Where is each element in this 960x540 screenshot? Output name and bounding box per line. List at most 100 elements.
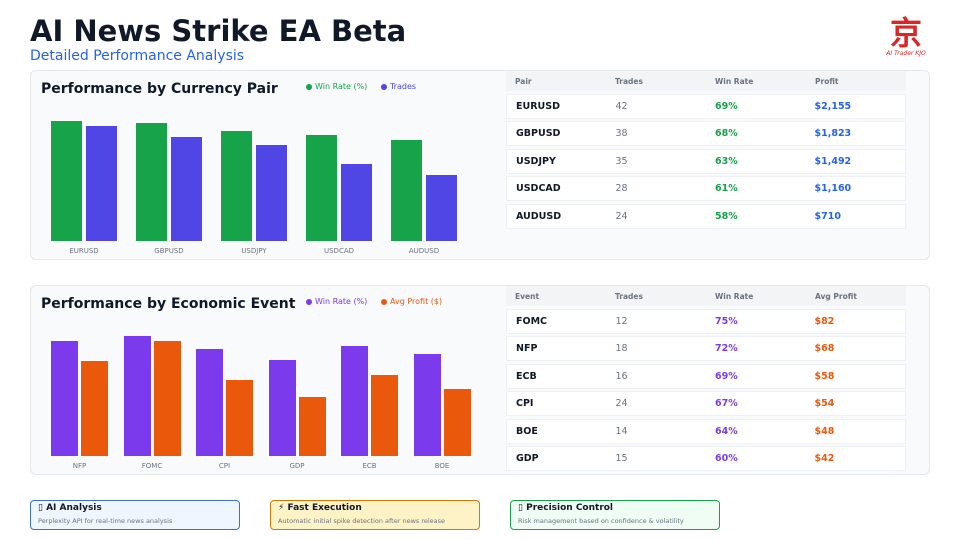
table-row: CPI 24 67% $54 — [506, 391, 906, 416]
feature-card: ⚡ Fast Execution Automatic initial spike … — [270, 500, 480, 530]
economic-event-panel: Performance by Economic Event Win Rate (… — [30, 285, 930, 475]
bar-ecb-series2 — [371, 374, 398, 456]
currency-pair-panel: Performance by Currency Pair Win Rate (%… — [30, 70, 930, 260]
cell-name: CPI — [516, 398, 534, 409]
table-row: GDP 15 60% $42 — [506, 446, 906, 471]
bar-audusd-series1 — [391, 140, 422, 241]
table-row: BOE 14 64% $48 — [506, 418, 906, 444]
legend-win-rate: Win Rate (%) — [306, 297, 367, 306]
cell-trades: 24 — [615, 398, 628, 409]
bar-gdp-series1 — [268, 360, 296, 456]
cell-name: EURUSD — [516, 100, 560, 112]
cell-trades: 14 — [615, 425, 628, 437]
logo: 京 AI Trader KJO — [886, 14, 926, 57]
bar-boe-series2 — [443, 388, 471, 456]
page-subtitle: Detailed Performance Analysis — [30, 48, 245, 64]
table-header: Pair Trades Win Rate Profit — [506, 71, 906, 91]
lightning-icon: ⚡ — [278, 503, 285, 513]
x-tick-label: GBPUSD — [154, 247, 184, 255]
cell-profit: $58 — [814, 370, 835, 382]
section-title: Performance by Currency Pair — [41, 81, 278, 97]
cell-profit: $48 — [814, 425, 835, 437]
cell-win: 60% — [715, 453, 738, 464]
legend-win-rate: Win Rate (%) — [306, 82, 367, 91]
feature-title: ▯ Precision Control — [518, 503, 614, 513]
feature-card: ▯ AI Analysis Perplexity API for real-tim… — [30, 500, 240, 530]
x-tick-label: EURUSD — [69, 247, 99, 255]
bar-fomc-series1 — [123, 336, 151, 456]
cell-win: 69% — [715, 370, 738, 382]
pair-table: Pair Trades Win Rate Profit EURUSD 42 69% $2,1… — [506, 71, 906, 229]
cell-trades: 42 — [615, 100, 628, 112]
bar-fomc-series2 — [153, 341, 181, 456]
target-icon: ▯ — [518, 503, 523, 513]
table-header: Event Trades Win Rate Avg Profit — [506, 286, 906, 306]
cell-name: GBPUSD — [516, 128, 561, 139]
cell-name: ECB — [516, 370, 537, 382]
cell-win: 61% — [715, 183, 738, 194]
cell-name: USDJPY — [516, 155, 556, 167]
bar-cpi-series2 — [226, 380, 253, 456]
x-tick-label: USDJPY — [241, 247, 267, 255]
cell-name: AUDUSD — [516, 210, 562, 222]
bar-gdp-series2 — [298, 397, 326, 456]
bar-eurusd-series2 — [86, 125, 117, 241]
x-tick-label: ECB — [362, 462, 377, 470]
cell-trades: 24 — [615, 210, 628, 222]
cell-trades: 15 — [615, 453, 628, 464]
table-row: USDJPY 35 63% $1,492 — [506, 148, 906, 174]
table-row: USDCAD 28 61% $1,160 — [506, 176, 906, 201]
cell-profit: $82 — [814, 315, 835, 327]
cell-name: BOE — [516, 425, 538, 437]
bar-audusd-series2 — [426, 175, 457, 241]
table-row: GBPUSD 38 68% $1,823 — [506, 121, 906, 146]
cell-profit: $1,160 — [814, 183, 852, 194]
bar-gbpusd-series1 — [136, 122, 167, 241]
cell-name: GDP — [516, 453, 539, 464]
bar-eurusd-series1 — [51, 120, 82, 241]
bar-gbpusd-series2 — [171, 136, 202, 241]
cell-name: NFP — [516, 343, 538, 354]
event-table: Event Trades Win Rate Avg Profit FOMC 12 75% $… — [506, 286, 906, 471]
cell-win: 63% — [715, 155, 738, 167]
cell-profit: $2,155 — [814, 100, 852, 112]
cell-win: 64% — [715, 425, 738, 437]
feature-card: ▯ Precision Control Risk management based… — [510, 500, 720, 530]
feature-description: Automatic initial spike detection after … — [278, 517, 446, 525]
table-row: AUDUSD 24 58% $710 — [506, 203, 906, 229]
bar-usdcad-series2 — [341, 164, 372, 241]
cell-trades: 35 — [615, 155, 628, 167]
cell-trades: 12 — [615, 315, 628, 327]
legend-avg-profit: Avg Profit ($) — [381, 297, 442, 306]
bar-nfp-series2 — [81, 360, 108, 456]
x-tick-label: FOMC — [141, 462, 163, 470]
cell-trades: 38 — [615, 128, 628, 139]
table-row: EURUSD 42 69% $2,155 — [506, 93, 906, 119]
cell-win: 58% — [715, 210, 738, 222]
bar-usdjpy-series1 — [221, 131, 252, 241]
table-row: FOMC 12 75% $82 — [506, 308, 906, 334]
x-tick-label: USDCAD — [323, 247, 355, 255]
section-title: Performance by Economic Event — [41, 296, 296, 312]
bar-nfp-series1 — [51, 340, 78, 456]
cell-profit: $68 — [814, 343, 835, 354]
feature-title: ▯ AI Analysis — [38, 503, 102, 513]
cell-profit: $1,492 — [814, 155, 852, 167]
cell-profit: $1,823 — [814, 128, 852, 139]
cell-win: 68% — [715, 128, 738, 139]
bar-ecb-series1 — [341, 345, 368, 456]
feature-description: Perplexity API for real-time news analys… — [38, 517, 173, 525]
cell-win: 69% — [715, 100, 738, 112]
table-row: NFP 18 72% $68 — [506, 336, 906, 361]
cell-win: 72% — [715, 343, 738, 354]
feature-title: ⚡ Fast Execution — [278, 503, 362, 513]
cell-profit: $710 — [814, 210, 841, 222]
x-tick-label: AUDUSD — [408, 247, 440, 255]
cell-trades: 16 — [615, 370, 628, 382]
cell-name: USDCAD — [516, 183, 561, 194]
x-tick-label: GDP — [289, 462, 305, 470]
cell-trades: 18 — [615, 343, 628, 354]
bar-usdcad-series1 — [306, 134, 337, 241]
cell-profit: $42 — [814, 453, 835, 464]
cell-win: 75% — [715, 315, 738, 327]
